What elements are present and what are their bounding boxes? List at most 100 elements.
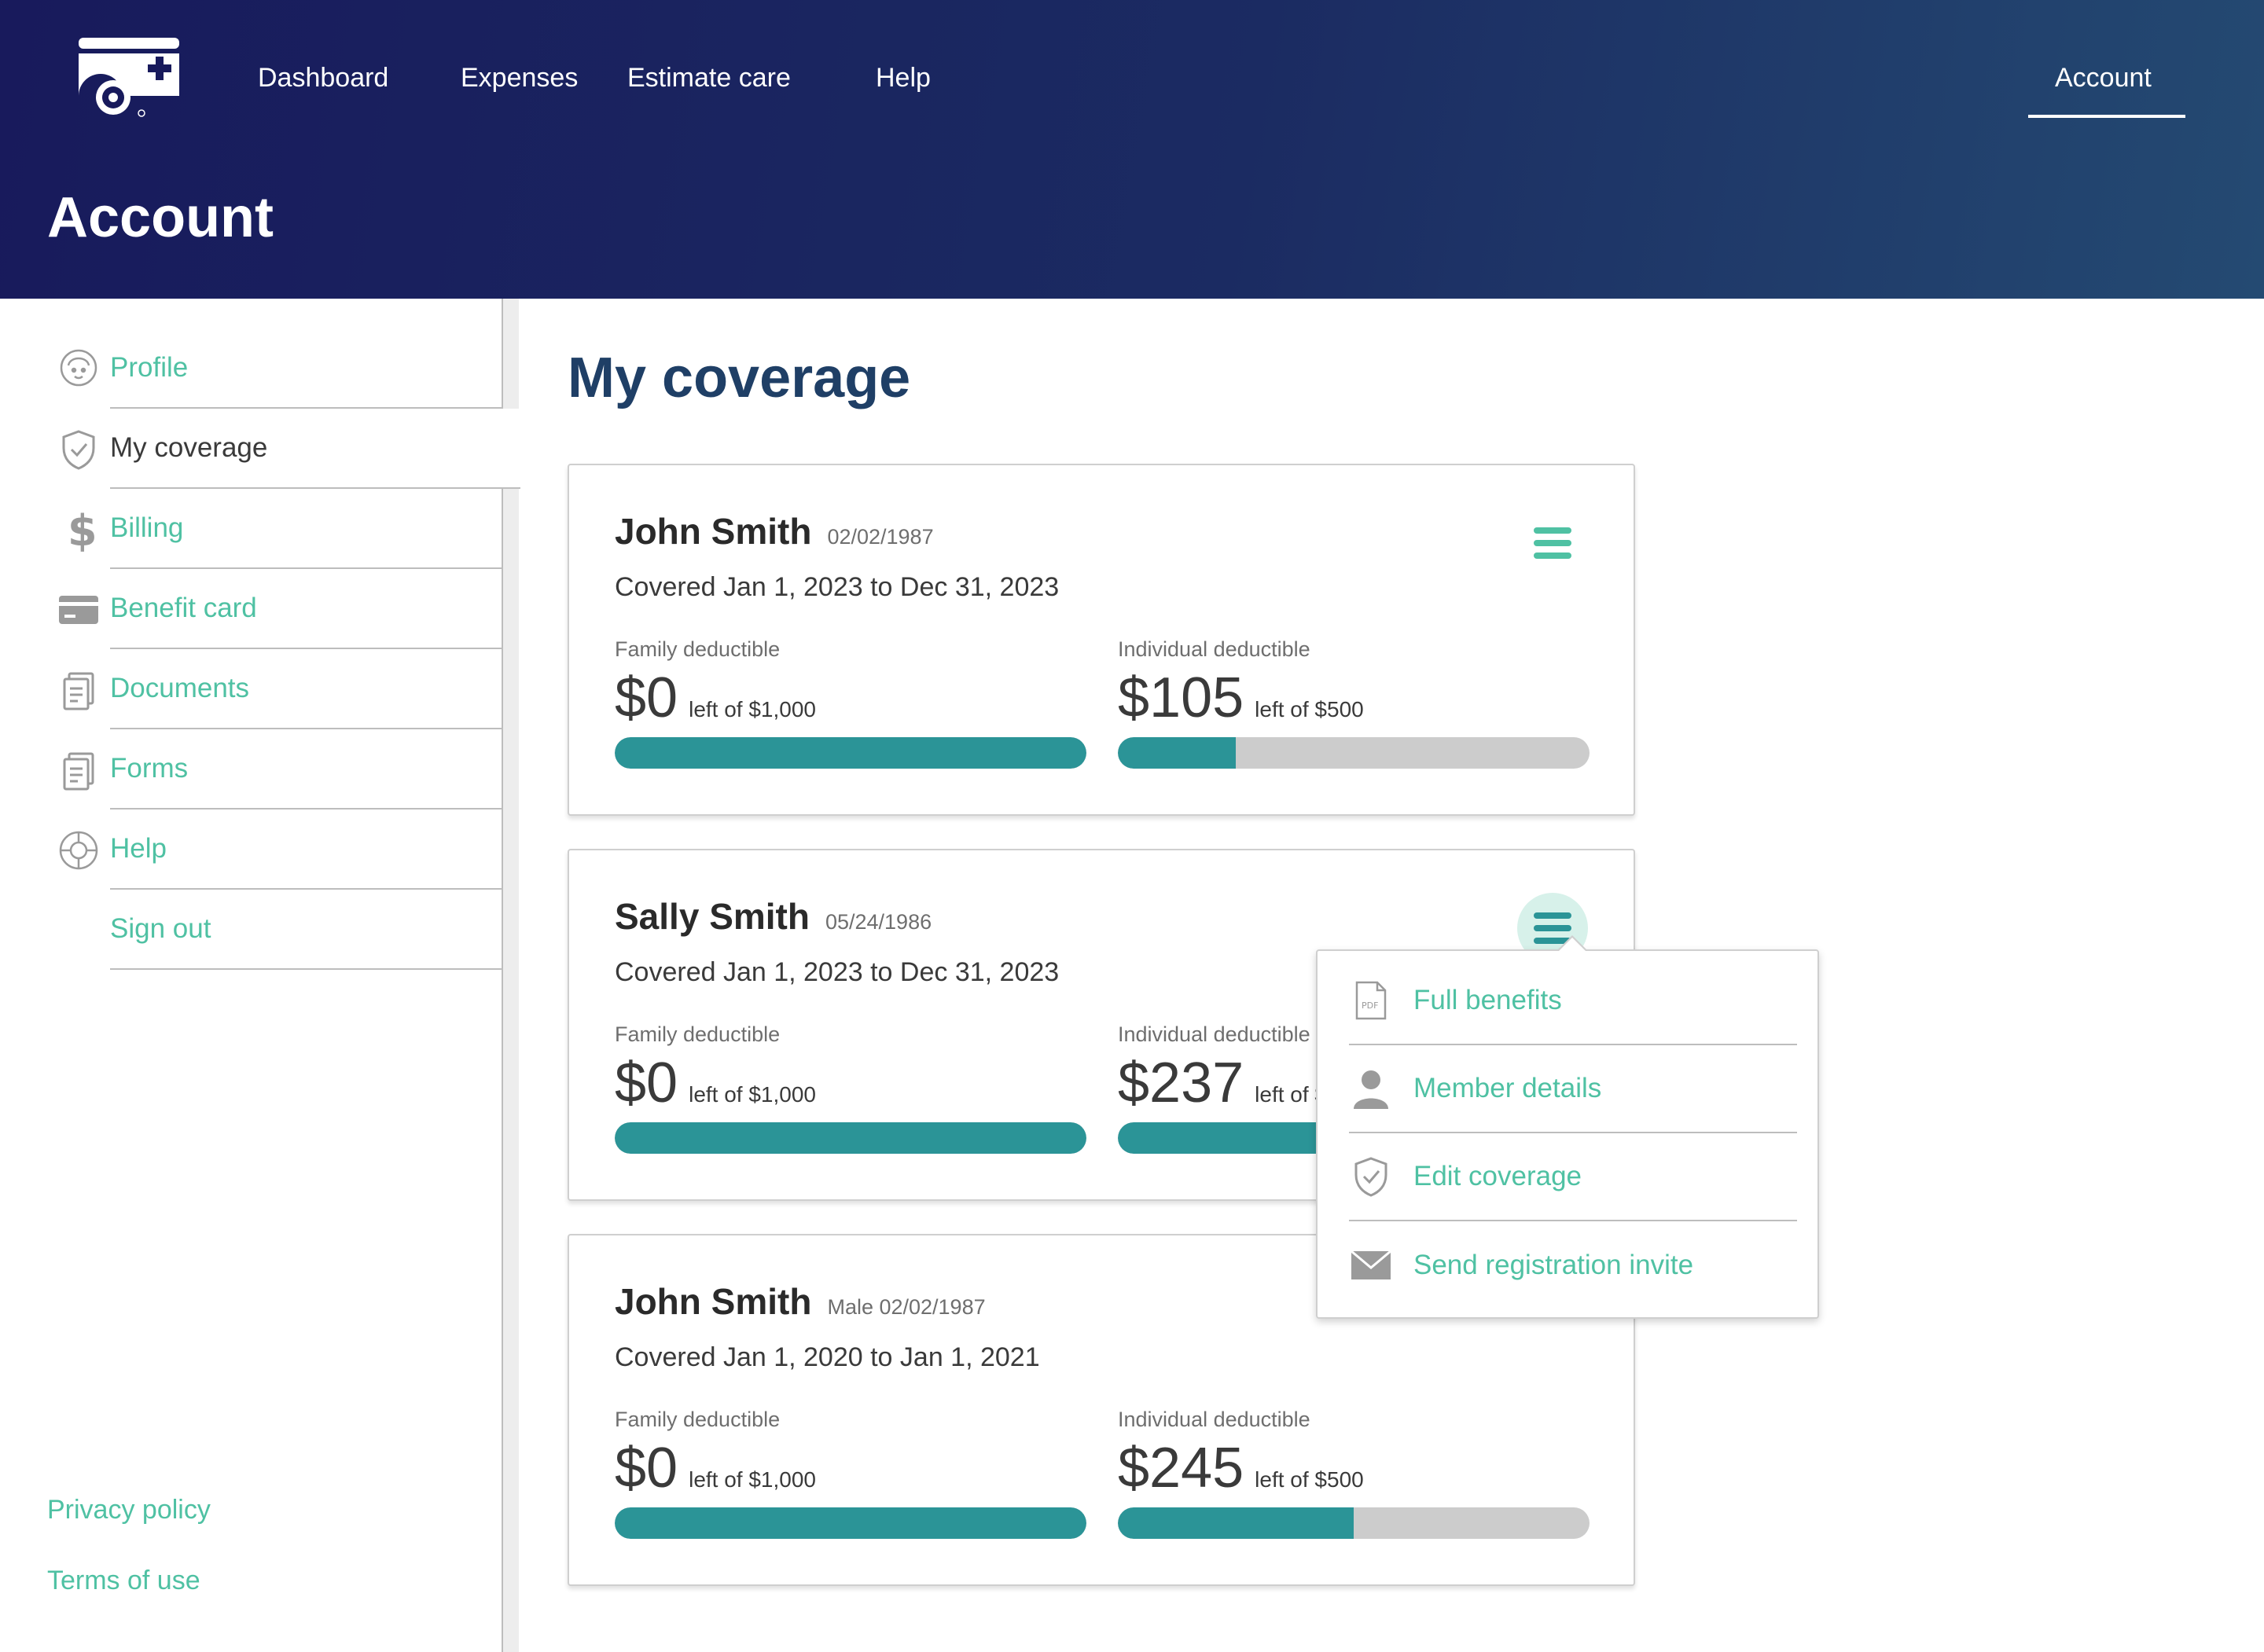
card-icon xyxy=(57,588,101,632)
sidebar-item-documents[interactable]: Documents xyxy=(110,649,502,729)
shield-check-icon xyxy=(1349,1155,1393,1199)
deductible-amount: $105 xyxy=(1118,666,1244,729)
svg-text:$: $ xyxy=(68,508,94,552)
member-name-text: John Smith xyxy=(615,511,812,552)
sidebar-item-label: Billing xyxy=(110,512,184,543)
coverage-period: Covered Jan 1, 2023 to Dec 31, 2023 xyxy=(615,957,1060,987)
deductible-label: Individual deductible xyxy=(1118,1022,1310,1046)
family-deductible: Family deductible $0 left of $1,000 xyxy=(615,1020,1086,1154)
document-icon xyxy=(57,670,101,714)
nav-expenses[interactable]: Expenses xyxy=(461,63,579,93)
profile-icon xyxy=(57,346,101,390)
sidebar-item-label: Sign out xyxy=(110,913,211,944)
sidebar-item-label: Benefit card xyxy=(110,593,257,623)
deductible-left-of: left of $500 xyxy=(1255,697,1364,721)
sidebar-item-help[interactable]: Help xyxy=(110,809,502,890)
deductible-progress-bar xyxy=(615,1507,1086,1539)
member-name-text: John Smith xyxy=(615,1281,812,1322)
menu-item-full-benefits[interactable]: PDF Full benefits xyxy=(1349,957,1797,1045)
menu-item-edit-coverage[interactable]: Edit coverage xyxy=(1349,1133,1797,1221)
progress-fill xyxy=(1118,737,1236,769)
menu-item-label: Send registration invite xyxy=(1413,1250,1694,1280)
deductible-label: Family deductible xyxy=(615,1022,781,1046)
section-title: My coverage xyxy=(568,347,911,409)
progress-fill xyxy=(615,1122,1086,1154)
deductible-label: Individual deductible xyxy=(1118,1408,1310,1431)
individual-deductible: Individual deductible $245 left of $500 xyxy=(1118,1405,1590,1539)
member-name: John Smith Male 02/02/1987 xyxy=(615,1278,986,1331)
deductible-progress-bar xyxy=(1118,1507,1590,1539)
sidebar-item-label: Forms xyxy=(110,753,189,784)
sidebar-item-sign-out[interactable]: Sign out xyxy=(110,890,502,970)
deductible-label: Individual deductible xyxy=(1118,637,1310,661)
progress-fill xyxy=(615,1507,1086,1539)
progress-fill xyxy=(615,737,1086,769)
shield-check-icon xyxy=(57,428,101,472)
menu-item-label: Full benefits xyxy=(1413,985,1562,1015)
menu-item-member-details[interactable]: Member details xyxy=(1349,1045,1797,1133)
deductible-amount: $0 xyxy=(615,1052,678,1114)
terms-of-use-link[interactable]: Terms of use xyxy=(47,1566,200,1595)
hamburger-icon xyxy=(1534,527,1571,559)
sidebar-item-billing[interactable]: Billing xyxy=(110,489,502,569)
envelope-icon xyxy=(1349,1243,1393,1287)
deductible-left-of: left of $500 xyxy=(1255,1467,1364,1492)
coverage-card: John Smith 02/02/1987 Covered Jan 1, 2023… xyxy=(568,464,1635,816)
nav-account[interactable]: Account xyxy=(2055,63,2152,93)
member-dob: Male 02/02/1987 xyxy=(827,1295,986,1319)
member-name-text: Sally Smith xyxy=(615,896,810,937)
deductible-amount: $0 xyxy=(615,1437,678,1500)
deductible-amount: $237 xyxy=(1118,1052,1244,1114)
deductible-left-of: left of $1,000 xyxy=(689,1082,816,1107)
deductible-amount: $0 xyxy=(615,666,678,729)
nav-dashboard[interactable]: Dashboard xyxy=(258,63,389,93)
sidebar-item-label: Profile xyxy=(110,352,189,383)
menu-caret-inner xyxy=(1558,938,1586,952)
member-dob: 02/02/1987 xyxy=(827,525,934,549)
menu-item-send-registration-invite[interactable]: Send registration invite xyxy=(1349,1221,1797,1309)
deductible-left-of: left of $1,000 xyxy=(689,1467,816,1492)
privacy-policy-link[interactable]: Privacy policy xyxy=(47,1495,211,1525)
lifebuoy-icon xyxy=(57,828,101,872)
coverage-period: Covered Jan 1, 2023 to Dec 31, 2023 xyxy=(615,572,1060,602)
dollar-icon: $ xyxy=(57,508,101,552)
app-header: Dashboard Expenses Estimate care Help Ac… xyxy=(0,0,2264,299)
sidebar-item-label: Help xyxy=(110,833,167,864)
sidebar-item-benefit-card[interactable]: Benefit card xyxy=(110,569,502,649)
individual-deductible: Individual deductible $105 left of $500 xyxy=(1118,635,1590,769)
family-deductible: Family deductible $0 left of $1,000 xyxy=(615,635,1086,769)
member-name: Sally Smith 05/24/1986 xyxy=(615,893,932,945)
nav-active-underline xyxy=(2028,115,2185,118)
coverage-period: Covered Jan 1, 2020 to Jan 1, 2021 xyxy=(615,1342,1040,1372)
deductible-label: Family deductible xyxy=(615,637,781,661)
progress-fill xyxy=(1118,1507,1354,1539)
pdf-icon: PDF xyxy=(1349,978,1393,1022)
sidebar-item-label: My coverage xyxy=(110,432,268,463)
deductible-amount: $245 xyxy=(1118,1437,1244,1500)
member-dob: 05/24/1986 xyxy=(825,910,932,934)
person-icon xyxy=(1349,1066,1393,1111)
deductible-progress-bar xyxy=(615,737,1086,769)
family-deductible: Family deductible $0 left of $1,000 xyxy=(615,1405,1086,1539)
sidebar-item-profile[interactable]: Profile xyxy=(110,329,502,409)
sidebar-item-forms[interactable]: Forms xyxy=(110,729,502,809)
deductible-progress-bar xyxy=(615,1122,1086,1154)
sidebar-item-label: Documents xyxy=(110,673,250,703)
nav-help[interactable]: Help xyxy=(876,63,931,93)
member-name: John Smith 02/02/1987 xyxy=(615,508,934,560)
sidebar-divider xyxy=(502,299,519,1652)
menu-item-label: Member details xyxy=(1413,1073,1602,1103)
nav-estimate-care[interactable]: Estimate care xyxy=(627,63,791,93)
deductible-label: Family deductible xyxy=(615,1408,781,1431)
card-actions-menu: PDF Full benefits Member details Edit co… xyxy=(1316,935,1819,1319)
deductible-left-of: left of $1,000 xyxy=(689,697,816,721)
deductible-progress-bar xyxy=(1118,737,1590,769)
hamburger-icon xyxy=(1534,912,1571,944)
form-icon xyxy=(57,750,101,794)
logo-icon[interactable] xyxy=(77,36,184,123)
page-title: Account xyxy=(47,186,274,249)
sidebar-item-my-coverage[interactable]: My coverage xyxy=(110,409,520,489)
menu-item-label: Edit coverage xyxy=(1413,1161,1582,1191)
card-menu-button[interactable] xyxy=(1517,508,1588,578)
svg-text:PDF: PDF xyxy=(1362,1000,1378,1011)
